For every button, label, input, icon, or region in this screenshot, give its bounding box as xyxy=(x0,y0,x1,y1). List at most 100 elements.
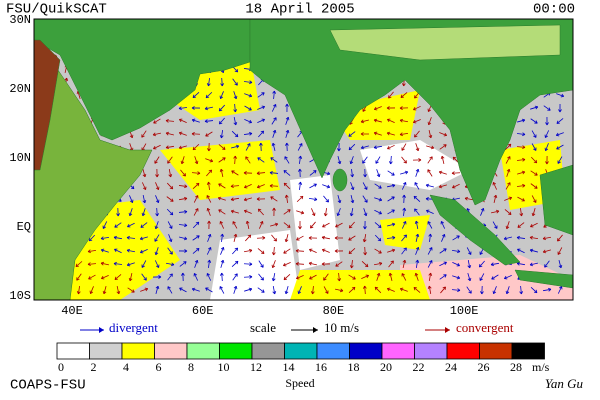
wind-vector xyxy=(192,235,200,241)
wind-vector xyxy=(178,107,188,109)
wind-vector-head xyxy=(443,274,447,278)
wind-vector-head xyxy=(428,233,433,237)
wind-vector-head xyxy=(348,237,352,241)
wind-vector-head xyxy=(391,222,396,227)
colorbar-swatch xyxy=(446,342,480,360)
wind-vector xyxy=(155,286,159,294)
wind-vector-head xyxy=(261,105,266,110)
wind-vector xyxy=(428,130,432,138)
wind-vector-head xyxy=(399,106,403,110)
wind-vector-head xyxy=(165,118,169,123)
wind-vector xyxy=(244,183,252,189)
wind-vector-head xyxy=(442,286,446,290)
wind-vector-head xyxy=(219,286,223,290)
wind-vector xyxy=(492,182,498,190)
wind-vector-head xyxy=(531,212,536,217)
wind-vector xyxy=(401,234,407,242)
wind-vector-head xyxy=(479,277,483,281)
wind-vector xyxy=(362,156,368,164)
wind-vector-head xyxy=(451,171,455,175)
sri-lanka xyxy=(332,168,348,192)
wind-vector-head xyxy=(493,194,498,199)
wind-vector-head xyxy=(325,290,329,294)
wind-vector xyxy=(506,286,510,294)
wind-vector-head xyxy=(326,184,331,189)
java xyxy=(514,269,573,289)
wind-vector-head xyxy=(387,118,391,123)
wind-vector xyxy=(505,156,511,164)
wind-vector xyxy=(373,262,383,266)
wind-vector-head xyxy=(363,226,367,230)
wind-vector xyxy=(403,207,405,217)
wind-vector-head xyxy=(534,120,538,124)
wind-vector xyxy=(491,274,499,280)
wind-vector xyxy=(348,131,356,137)
wind-vector xyxy=(387,249,395,253)
wind-vector-head xyxy=(232,221,236,225)
wind-vector xyxy=(387,132,395,136)
wind-vector xyxy=(427,260,433,268)
wind-vector-head xyxy=(401,147,405,151)
wind-vector-head xyxy=(219,135,224,139)
wind-vector-head xyxy=(441,234,446,238)
wind-vector-head xyxy=(388,95,392,99)
wind-vector xyxy=(168,168,172,178)
wind-vector xyxy=(530,287,538,293)
wind-vector xyxy=(387,209,395,215)
wind-vector xyxy=(506,169,510,177)
wind-vector xyxy=(166,208,174,216)
wind-vector-head xyxy=(364,199,368,203)
wind-vector-head xyxy=(530,223,534,228)
wind-vector xyxy=(400,171,408,175)
wind-vector xyxy=(401,273,407,281)
wind-vector-head xyxy=(102,290,107,295)
wind-vector xyxy=(167,247,173,255)
wind-vector xyxy=(504,209,512,215)
wind-vector-head xyxy=(298,226,302,230)
wind-vector xyxy=(350,156,354,164)
wind-vector xyxy=(322,222,330,228)
wind-vector xyxy=(140,222,148,228)
wind-vector xyxy=(142,195,146,203)
wind-vector xyxy=(207,234,211,242)
wind-vector-head xyxy=(373,145,377,150)
wind-vector xyxy=(231,210,239,214)
wind-vector xyxy=(374,248,382,254)
wind-vector-head xyxy=(492,182,497,186)
wind-vector-head xyxy=(220,259,225,264)
wind-vector-head xyxy=(257,208,262,213)
wind-vector-head xyxy=(335,263,339,267)
wind-vector-head xyxy=(334,236,338,240)
wind-vector xyxy=(387,184,395,188)
wind-vector-head xyxy=(415,259,420,263)
wind-vector xyxy=(530,118,538,124)
wind-vector xyxy=(387,288,395,292)
wind-vector-head xyxy=(468,290,472,294)
wind-vector xyxy=(154,260,160,268)
wind-vector-head xyxy=(362,160,366,164)
wind-vector-head xyxy=(414,208,418,212)
wind-vector-head xyxy=(349,265,354,269)
wind-vector xyxy=(204,120,214,122)
wind-vector xyxy=(490,262,500,266)
wind-vector xyxy=(542,288,552,292)
wind-vector xyxy=(272,143,276,151)
wind-vector xyxy=(376,273,380,281)
wind-vector-head xyxy=(352,276,356,280)
wind-vector-head xyxy=(113,261,117,266)
wind-vector xyxy=(153,144,161,150)
wind-vector-head xyxy=(404,170,409,175)
wind-vector xyxy=(491,210,499,214)
wind-vector xyxy=(127,262,135,266)
wind-vector xyxy=(87,263,97,265)
wind-vector-head xyxy=(296,275,300,280)
wind-vector-head xyxy=(426,209,430,214)
wind-vector xyxy=(387,223,395,227)
wind-vector xyxy=(427,221,433,229)
colorbar-swatch xyxy=(284,342,318,360)
wind-vector xyxy=(244,105,252,111)
wind-vector-head xyxy=(206,181,211,185)
colorbar-swatch xyxy=(219,342,253,360)
colorbar-swatch xyxy=(251,342,285,360)
wind-vector xyxy=(220,129,224,139)
